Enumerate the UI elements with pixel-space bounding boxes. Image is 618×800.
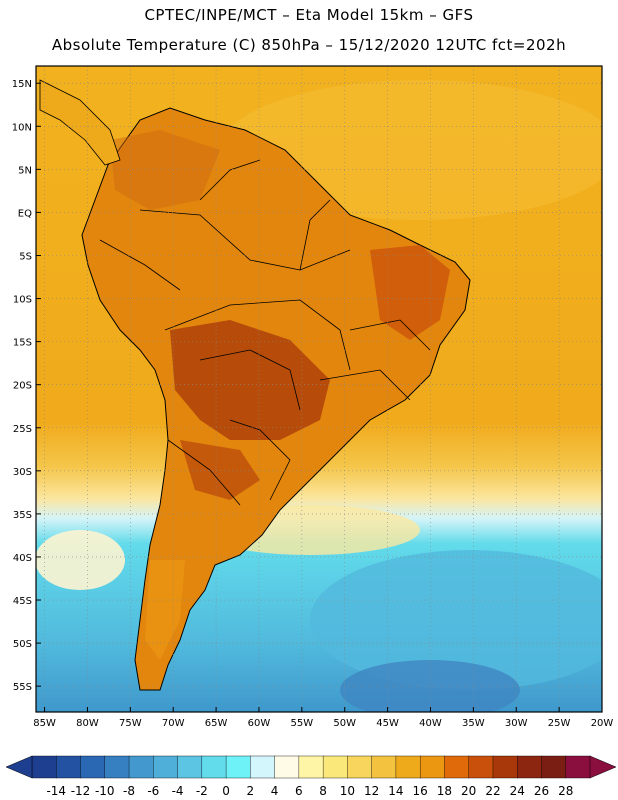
colorbar-label: 18	[437, 784, 452, 798]
lon-label: 50W	[333, 718, 356, 729]
color-swatch	[201, 755, 227, 779]
color-swatch	[468, 755, 494, 779]
colorbar-label: 0	[222, 784, 230, 798]
color-swatch	[395, 755, 421, 779]
color-swatch	[444, 755, 470, 779]
latitude-labels: 15N 10N 5N EQ 5S 10S 15S 20S 25S 30S 35S 40S 45S 50S 5…	[12, 79, 41, 693]
color-swatch	[177, 755, 203, 779]
color-swatch	[153, 755, 179, 779]
lat-label: 55S	[13, 682, 32, 693]
lat-label: 15N	[12, 79, 32, 90]
color-swatch	[517, 755, 543, 779]
lon-label: 65W	[205, 718, 228, 729]
colorbar-label: 20	[461, 784, 476, 798]
lon-label: 25W	[548, 718, 571, 729]
colorbar-label: -6	[147, 784, 159, 798]
colorbar-label: 26	[534, 784, 549, 798]
color-swatch	[565, 755, 591, 779]
color-swatch	[298, 755, 324, 779]
lon-label: 75W	[119, 718, 142, 729]
lon-label: 35W	[462, 718, 485, 729]
lon-label: 20W	[591, 718, 614, 729]
lon-label: 45W	[376, 718, 399, 729]
colorbar-label: 10	[340, 784, 355, 798]
lat-label: EQ	[18, 208, 32, 219]
map-frame	[35, 65, 603, 713]
lon-label: 30W	[505, 718, 528, 729]
lon-label: 85W	[33, 718, 56, 729]
color-scale-bar	[5, 755, 617, 779]
colorbar-label: 12	[364, 784, 379, 798]
map-title-line1: CPTEC/INPE/MCT – Eta Model 15km – GFS	[144, 6, 474, 24]
color-swatch	[56, 755, 82, 779]
color-swatch	[250, 755, 276, 779]
lat-label: 40S	[13, 553, 32, 564]
color-swatch	[347, 755, 373, 779]
color-swatch	[104, 755, 130, 779]
lon-label: 40W	[419, 718, 442, 729]
lat-label: 50S	[13, 639, 32, 650]
lat-label: 20S	[13, 381, 32, 392]
colorbar-label: 28	[558, 784, 573, 798]
colorbar-label: 8	[319, 784, 327, 798]
lon-label: 55W	[291, 718, 314, 729]
colorbar-label: -4	[172, 784, 184, 798]
lat-label: 45S	[13, 596, 32, 607]
lat-label: 15S	[13, 338, 32, 349]
lon-label: 80W	[76, 718, 99, 729]
country-borders	[99, 159, 431, 506]
lat-label: 30S	[13, 467, 32, 478]
color-swatch	[541, 755, 567, 779]
lon-label: 70W	[162, 718, 185, 729]
map-title-line2: Absolute Temperature (C) 850hPa – 15/12/…	[51, 36, 567, 54]
color-swatch	[128, 755, 155, 779]
colorbar-label: 22	[485, 784, 500, 798]
color-swatch	[492, 755, 518, 779]
colorbar-label: 16	[413, 784, 428, 798]
longitude-labels: 85W 80W 75W 70W 65W 60W 55W 50W 45W 40W 35W 30W 25W 2…	[33, 707, 613, 729]
colorbar-label: -12	[71, 784, 91, 798]
color-swatch	[371, 755, 397, 779]
color-swatch	[322, 755, 349, 779]
lon-label: 60W	[248, 718, 271, 729]
color-scale-labels: -14 -12 -10 -8 -6 -4 -2 0 2 4 6 8 10 12 14 16 18 20 22 24 26…	[46, 784, 573, 798]
colorbar-arrow-right	[589, 755, 617, 779]
colorbar-label: -2	[196, 784, 208, 798]
colorbar-label: -14	[46, 784, 66, 798]
central-america-land	[39, 79, 121, 166]
lat-label: 10N	[12, 122, 32, 133]
color-swatch	[419, 755, 446, 779]
colorbar-label: 6	[295, 784, 303, 798]
lat-label: 35S	[13, 510, 32, 521]
colorbar-arrow-left	[5, 755, 33, 779]
lat-label: 5S	[19, 251, 32, 262]
lat-label: 5N	[18, 165, 32, 176]
lat-label: 25S	[13, 424, 32, 435]
colorbar-label: -8	[123, 784, 135, 798]
color-swatch	[225, 755, 252, 779]
colorbar-label: 2	[247, 784, 255, 798]
lat-label: 10S	[13, 295, 32, 306]
colorbar-label: 24	[510, 784, 525, 798]
colorbar-label: 14	[388, 784, 403, 798]
color-swatch	[31, 755, 57, 779]
map-fill-layer	[36, 66, 602, 712]
color-swatch	[274, 755, 300, 779]
color-swatch	[80, 755, 106, 779]
colorbar-label: -10	[95, 784, 115, 798]
colorbar-label: 4	[271, 784, 279, 798]
